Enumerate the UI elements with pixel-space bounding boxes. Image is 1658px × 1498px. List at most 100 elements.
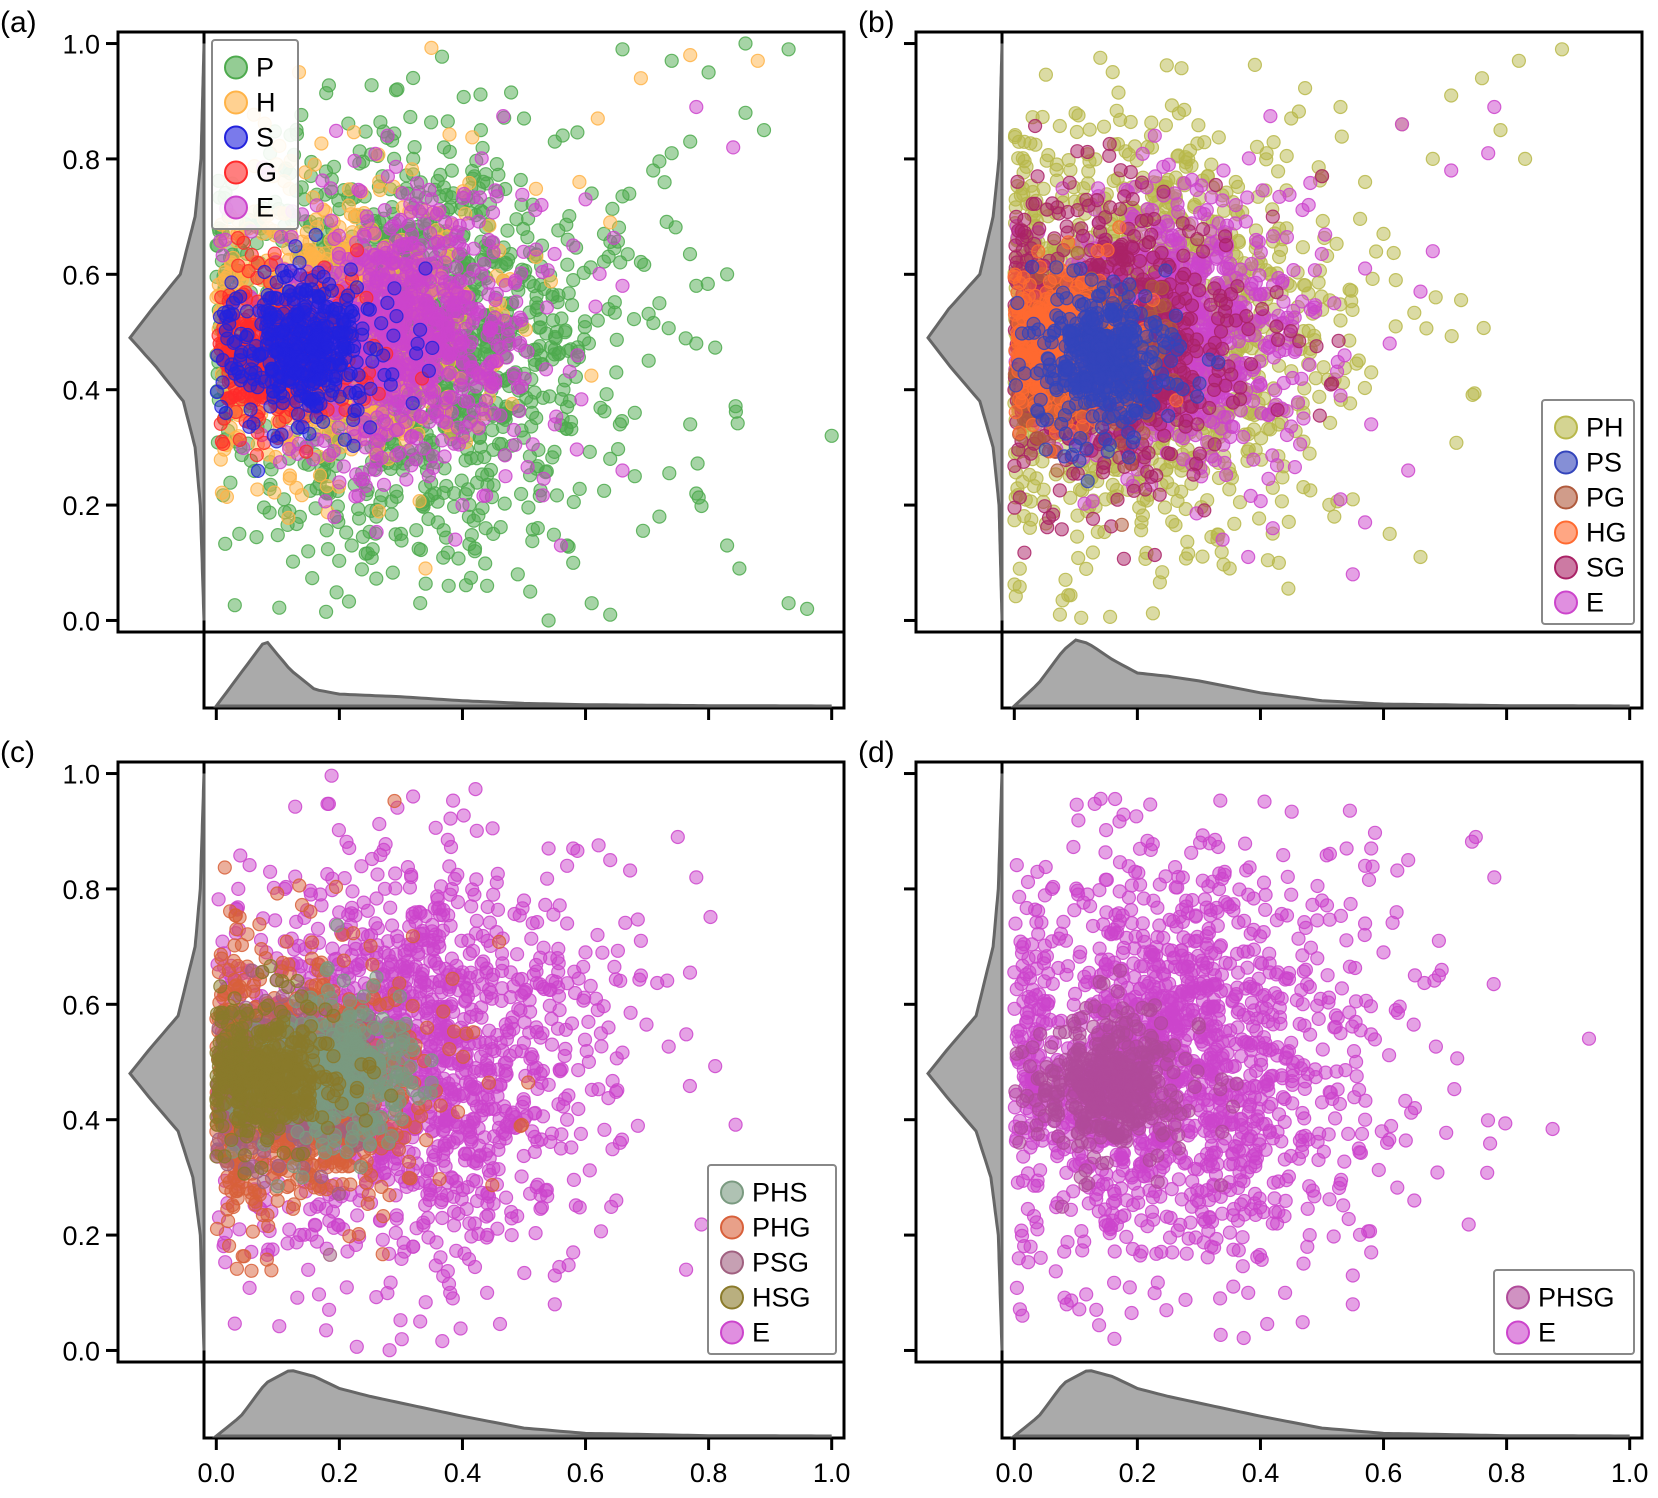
point	[312, 372, 327, 387]
point	[1068, 106, 1083, 121]
point	[374, 450, 389, 465]
point	[315, 173, 330, 188]
point	[344, 538, 359, 553]
point	[756, 123, 772, 138]
point	[384, 507, 399, 522]
point	[440, 291, 455, 306]
point	[547, 342, 562, 357]
point	[578, 192, 593, 207]
point	[700, 276, 715, 291]
point	[444, 163, 459, 178]
point	[363, 381, 378, 396]
point	[528, 242, 544, 257]
point	[418, 261, 433, 276]
point	[233, 289, 248, 304]
point	[411, 241, 426, 257]
point	[213, 233, 228, 249]
point	[554, 311, 569, 326]
point	[234, 326, 249, 341]
panel-a-y-density	[128, 43, 206, 621]
point	[524, 405, 540, 420]
point	[220, 331, 235, 346]
point	[564, 298, 580, 313]
point	[332, 475, 347, 490]
y-tick-label: 1.0	[62, 30, 100, 60]
point	[615, 42, 630, 57]
point	[216, 436, 231, 451]
point	[1069, 529, 1085, 544]
point	[682, 247, 698, 262]
point	[473, 87, 488, 102]
point	[572, 174, 587, 190]
point	[689, 336, 704, 351]
point	[329, 123, 344, 138]
point	[1247, 57, 1263, 73]
point	[485, 379, 500, 394]
point	[270, 527, 285, 543]
point	[524, 419, 539, 434]
point	[551, 223, 566, 238]
point	[376, 268, 391, 283]
point	[326, 444, 341, 459]
point	[311, 265, 326, 280]
point	[387, 281, 402, 296]
point	[390, 82, 405, 97]
point	[308, 227, 323, 242]
point	[289, 480, 304, 495]
point	[405, 396, 420, 411]
point	[441, 578, 456, 593]
point	[520, 460, 535, 475]
point	[266, 428, 281, 443]
point	[799, 601, 815, 617]
point	[406, 70, 421, 86]
point	[223, 475, 238, 490]
point	[358, 124, 373, 139]
point	[603, 451, 618, 466]
point	[310, 388, 325, 403]
point	[597, 404, 612, 419]
y-tick-label: 0.2	[62, 491, 100, 521]
point	[409, 346, 424, 361]
point	[363, 258, 378, 273]
point	[641, 353, 656, 368]
point	[282, 284, 297, 299]
point	[581, 336, 597, 351]
point	[332, 324, 347, 340]
point	[690, 456, 705, 471]
point	[376, 240, 391, 255]
point	[337, 432, 352, 447]
point	[440, 114, 455, 129]
point	[323, 359, 338, 375]
point	[478, 556, 493, 571]
point	[356, 472, 371, 487]
point	[577, 314, 593, 329]
legend-marker-s	[224, 125, 248, 150]
point	[596, 254, 612, 269]
point	[481, 232, 496, 248]
point	[471, 214, 486, 229]
point	[471, 508, 486, 523]
point	[400, 252, 415, 267]
point	[267, 246, 282, 261]
point	[412, 494, 427, 509]
point	[319, 604, 334, 619]
point	[224, 275, 239, 290]
point	[329, 585, 344, 600]
point	[728, 399, 743, 414]
point	[389, 233, 404, 248]
point	[601, 302, 616, 317]
point	[309, 198, 324, 213]
point	[356, 227, 371, 242]
point	[1069, 124, 1085, 140]
point	[1251, 511, 1267, 526]
point	[535, 390, 551, 405]
point	[312, 468, 328, 483]
point	[343, 262, 358, 277]
point	[389, 489, 404, 504]
point	[559, 399, 575, 415]
point	[539, 300, 555, 315]
point	[434, 49, 450, 64]
point	[332, 553, 347, 568]
point	[312, 311, 327, 326]
